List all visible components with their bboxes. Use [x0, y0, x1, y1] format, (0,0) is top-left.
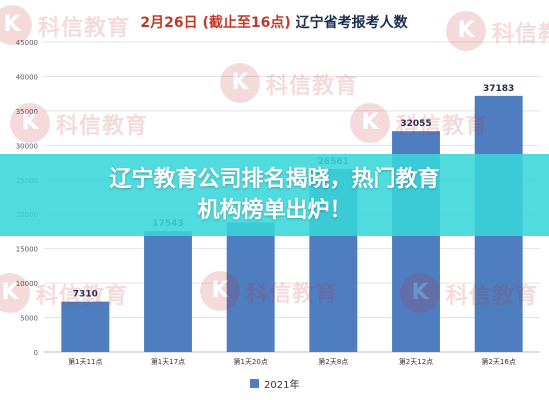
- x-tick-label: 第2天8点: [318, 357, 348, 366]
- y-tick-label: 15000: [16, 246, 38, 254]
- x-tick-label: 第1天17点: [151, 357, 185, 366]
- x-tick-label: 第1天11点: [68, 357, 102, 366]
- headline-banner: 辽宁教育公司排名揭晓，热门教育 机构榜单出炉！: [0, 154, 549, 236]
- headline-text: 辽宁教育公司排名揭晓，热门教育 机构榜单出炉！: [0, 164, 549, 226]
- x-tick-label: 第2天16点: [481, 357, 515, 366]
- y-tick-label: 5000: [20, 315, 38, 323]
- legend-swatch: [250, 379, 259, 388]
- title-date: 2月26日: [140, 15, 197, 31]
- headline-line-1: 辽宁教育公司排名揭晓，热门教育: [109, 167, 440, 192]
- title-subject: 辽宁省考报考人数: [296, 14, 409, 31]
- title-time: (截止至16点): [202, 14, 290, 31]
- x-tick-label: 第2天12点: [399, 357, 433, 366]
- data-label: 32055: [400, 119, 431, 129]
- data-label: 37183: [483, 84, 514, 94]
- chart-title: 2月26日 (截止至16点) 辽宁省考报考人数: [140, 14, 408, 31]
- y-tick-label: 35000: [16, 108, 38, 116]
- y-tick-label: 30000: [16, 142, 38, 150]
- bar: [144, 231, 192, 352]
- y-tick-label: 45000: [16, 39, 38, 47]
- y-tick-label: 10000: [16, 280, 38, 288]
- y-tick-label: 0: [34, 349, 38, 357]
- y-tick-label: 40000: [16, 73, 38, 81]
- headline-line-2: 机构榜单出炉！: [197, 198, 352, 223]
- bar: [61, 301, 110, 352]
- x-tick-label: 第1天20点: [233, 357, 267, 366]
- x-axis-ticks: 第1天11点 第1天17点 第1天20点 第2天8点 第2天12点 第2天16点: [68, 357, 516, 366]
- bar: [226, 222, 275, 352]
- legend-label: 2021年: [264, 380, 300, 391]
- data-label: 7310: [73, 290, 98, 300]
